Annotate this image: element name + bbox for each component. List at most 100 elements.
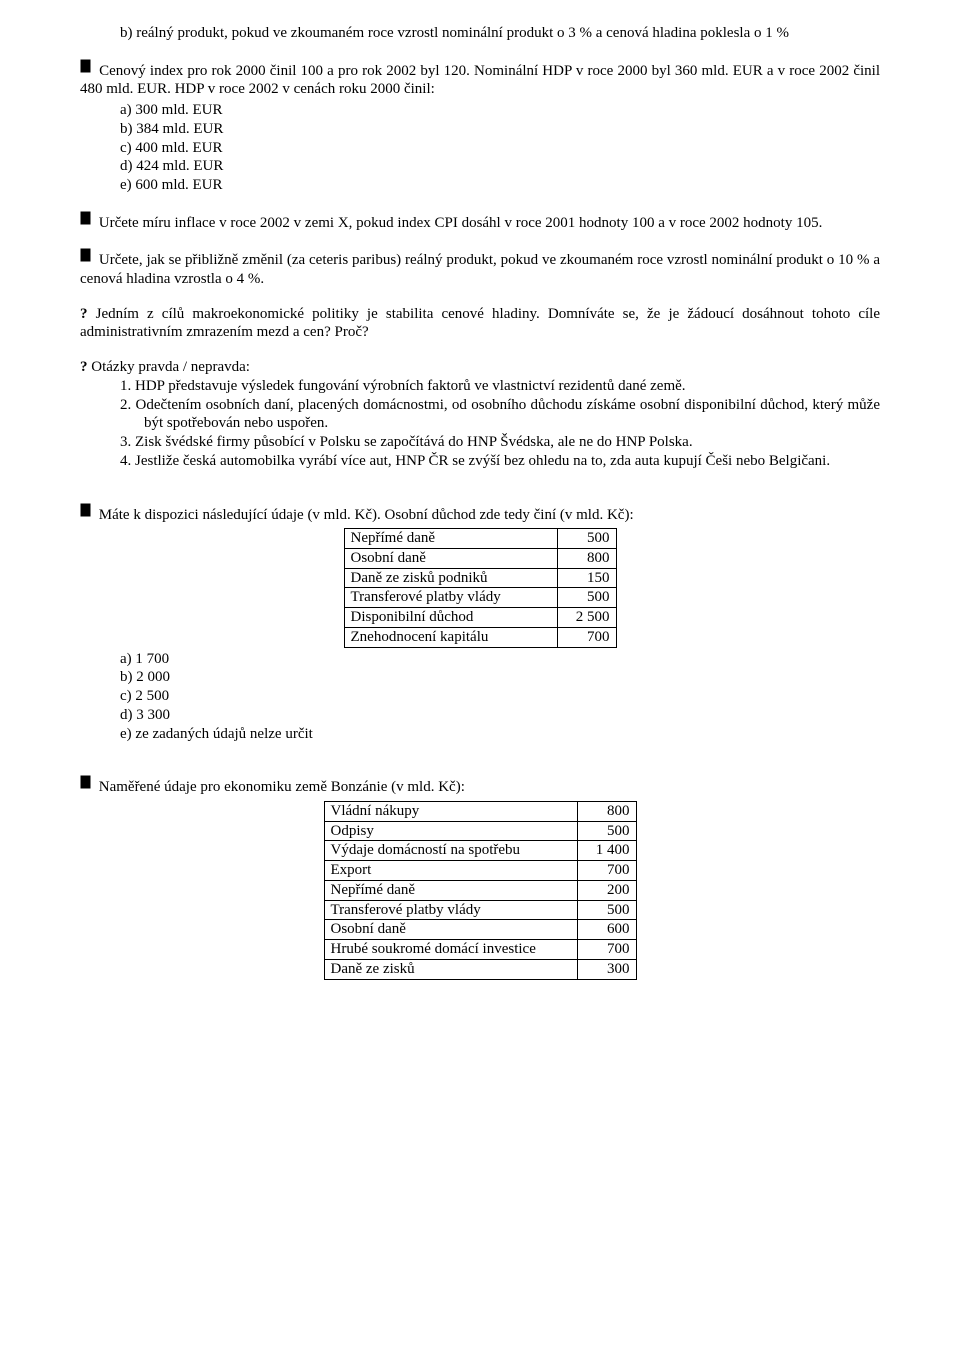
table-row: Osobní daně800: [344, 548, 616, 568]
table-cell-label: Transferové platby vlády: [324, 900, 577, 920]
option-text: 1 700: [135, 651, 169, 667]
table-row: Disponibilní důchod2 500: [344, 608, 616, 628]
item-text: HDP představuje výsledek fungování výrob…: [135, 378, 686, 394]
option-item: a) 300 mld. EUR: [120, 101, 880, 120]
option-text: 424 mld. EUR: [136, 158, 223, 174]
table-row: Hrubé soukromé domácí investice700: [324, 940, 636, 960]
table-cell-value: 600: [577, 920, 636, 940]
table-row: Nepřímé daně500: [344, 529, 616, 549]
table-row: Výdaje domácností na spotřebu1 400: [324, 841, 636, 861]
table-cell-value: 200: [577, 880, 636, 900]
table-row: Daně ze zisků podniků150: [344, 568, 616, 588]
option-item: b) 2 000: [120, 668, 880, 687]
calculator-icon: [80, 59, 91, 79]
table-cell-label: Nepřímé daně: [344, 529, 557, 549]
table-cell-value: 500: [557, 588, 616, 608]
table-cell-value: 1 400: [577, 841, 636, 861]
calculator-icon: [80, 211, 91, 231]
calculator-icon: [80, 248, 91, 268]
item-number: 4.: [120, 453, 135, 469]
list-item: 4. Jestliže česká automobilka vyrábí víc…: [120, 452, 880, 471]
option-label: e): [120, 726, 135, 742]
table-cell-label: Export: [324, 861, 577, 881]
option-item: e) 600 mld. EUR: [120, 176, 880, 195]
table-cell-value: 500: [577, 821, 636, 841]
data-table-2: Vládní nákupy800Odpisy500Výdaje domácnos…: [324, 801, 637, 980]
table-cell-value: 700: [557, 627, 616, 647]
option-label: d): [120, 707, 136, 723]
heading-text: Otázky pravda / nepravda:: [91, 359, 250, 375]
calculator-icon: [80, 775, 91, 795]
true-false-list: 1. HDP představuje výsledek fungování vý…: [120, 377, 880, 471]
item-text: Jestliže česká automobilka vyrábí více a…: [135, 453, 830, 469]
option-item: c) 2 500: [120, 687, 880, 706]
table-cell-label: Vládní nákupy: [324, 801, 577, 821]
question-block-4: ? Jedním z cílů makroekonomické politiky…: [80, 305, 880, 343]
table-cell-label: Odpisy: [324, 821, 577, 841]
table-row: Transferové platby vlády500: [324, 900, 636, 920]
option-text: reálný produkt, pokud ve zkoumaném roce …: [136, 25, 789, 41]
question-block-2: Určete míru inflace v roce 2002 v zemi X…: [80, 211, 880, 233]
table-row: Osobní daně600: [324, 920, 636, 940]
option-label: e): [120, 177, 135, 193]
option-label: c): [120, 140, 135, 156]
option-b-continuation: b) reálný produkt, pokud ve zkoumaném ro…: [120, 24, 880, 43]
table-cell-value: 800: [577, 801, 636, 821]
table-row: Znehodnocení kapitálu700: [344, 627, 616, 647]
option-item: d) 424 mld. EUR: [120, 157, 880, 176]
table-cell-label: Disponibilní důchod: [344, 608, 557, 628]
question-text: Naměřené údaje pro ekonomiku země Bonzán…: [99, 779, 465, 795]
question-text: Určete míru inflace v roce 2002 v zemi X…: [99, 215, 823, 231]
question-block-3: Určete, jak se přibližně změnil (za cete…: [80, 248, 880, 288]
table-cell-value: 500: [577, 900, 636, 920]
option-item: e) ze zadaných údajů nelze určit: [120, 725, 880, 744]
option-text: 600 mld. EUR: [135, 177, 222, 193]
table-cell-value: 500: [557, 529, 616, 549]
option-label: d): [120, 158, 136, 174]
answer-options-1: a) 300 mld. EURb) 384 mld. EURc) 400 mld…: [120, 101, 880, 195]
table-cell-value: 700: [577, 940, 636, 960]
question-text: Máte k dispozici následující údaje (v ml…: [99, 506, 634, 522]
option-label: a): [120, 102, 135, 118]
question-block-5: Máte k dispozici následující údaje (v ml…: [80, 503, 880, 525]
option-label: b): [120, 121, 136, 137]
table-cell-label: Hrubé soukromé domácí investice: [324, 940, 577, 960]
question-text: Cenový index pro rok 2000 činil 100 a pr…: [80, 63, 880, 98]
table-row: Transferové platby vlády500: [344, 588, 616, 608]
table-cell-label: Daně ze zisků: [324, 959, 577, 979]
table-cell-value: 300: [577, 959, 636, 979]
option-text: 2 500: [135, 688, 169, 704]
question-block-1: Cenový index pro rok 2000 činil 100 a pr…: [80, 59, 880, 99]
option-b: b) reálný produkt, pokud ve zkoumaném ro…: [120, 24, 880, 43]
item-number: 1.: [120, 378, 135, 394]
table-row: Nepřímé daně200: [324, 880, 636, 900]
question-block-6: Naměřené údaje pro ekonomiku země Bonzán…: [80, 775, 880, 797]
document-page: b) reálný produkt, pokud ve zkoumaném ro…: [40, 0, 920, 1020]
item-number: 2.: [120, 397, 136, 413]
data-table-1: Nepřímé daně500Osobní daně800Daně ze zis…: [344, 528, 617, 648]
question-mark-icon: ?: [80, 306, 88, 322]
table-cell-label: Výdaje domácností na spotřebu: [324, 841, 577, 861]
option-item: b) 384 mld. EUR: [120, 120, 880, 139]
option-item: a) 1 700: [120, 650, 880, 669]
option-text: 300 mld. EUR: [135, 102, 222, 118]
question-text: Jedním z cílů makroekonomické politiky j…: [80, 306, 880, 341]
table-row: Daně ze zisků300: [324, 959, 636, 979]
option-label: b): [120, 669, 136, 685]
option-label: b): [120, 25, 133, 41]
option-text: 3 300: [136, 707, 170, 723]
table-cell-label: Transferové platby vlády: [344, 588, 557, 608]
item-text: Odečtením osobních daní, placených domác…: [136, 397, 880, 432]
table-cell-value: 150: [557, 568, 616, 588]
item-number: 3.: [120, 434, 135, 450]
table-cell-label: Znehodnocení kapitálu: [344, 627, 557, 647]
table-cell-value: 800: [557, 548, 616, 568]
answer-options-5: a) 1 700b) 2 000c) 2 500d) 3 300e) ze za…: [120, 650, 880, 744]
question-text: Určete, jak se přibližně změnil (za cete…: [80, 252, 880, 287]
table-row: Export700: [324, 861, 636, 881]
option-label: c): [120, 688, 135, 704]
table-row: Odpisy500: [324, 821, 636, 841]
list-item: 3. Zisk švédské firmy působící v Polsku …: [120, 433, 880, 452]
option-item: d) 3 300: [120, 706, 880, 725]
table-row: Vládní nákupy800: [324, 801, 636, 821]
